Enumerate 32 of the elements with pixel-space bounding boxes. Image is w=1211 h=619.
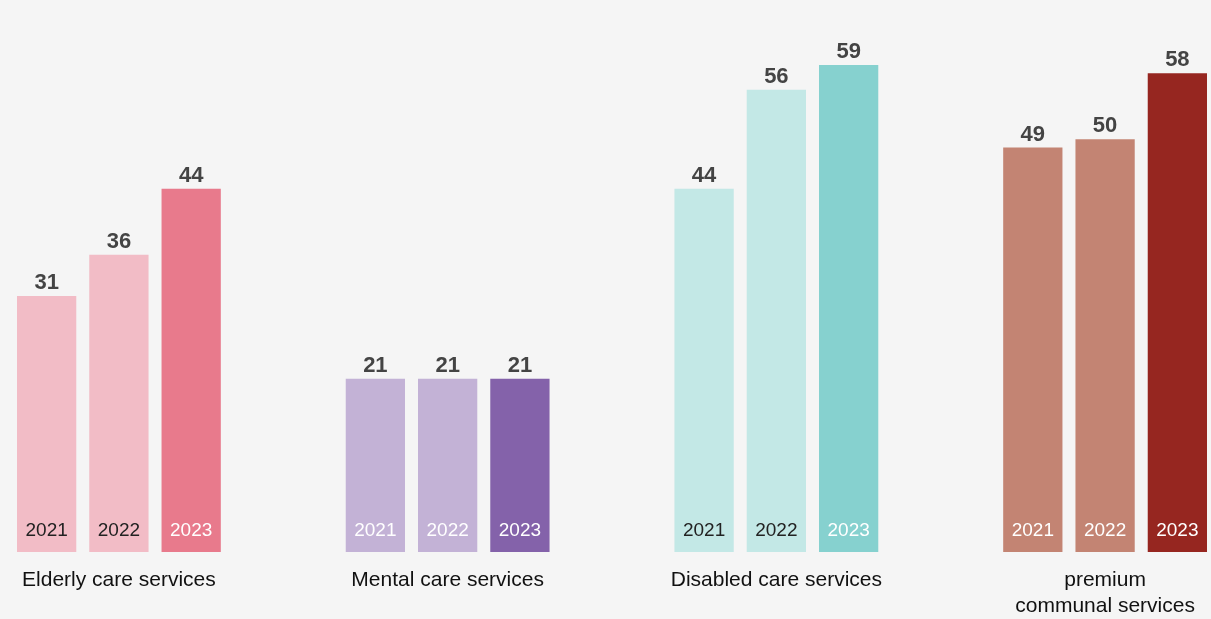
- text: 2022: [426, 519, 469, 540]
- data-label: 44: [691, 161, 718, 187]
- data-label: 21: [363, 351, 388, 377]
- x-tick-label: premium communal services: [1015, 566, 1195, 616]
- text: 2022: [755, 519, 798, 540]
- bar: [1147, 73, 1207, 552]
- data-label: 31: [34, 269, 59, 295]
- data-label: 21: [507, 351, 533, 377]
- data-label: 56: [764, 62, 789, 88]
- data-label: 49: [1020, 120, 1046, 146]
- series-label: 2021: [1011, 519, 1054, 540]
- text: 2023: [827, 519, 870, 540]
- data-label: 59: [836, 38, 861, 63]
- data-label: 44: [178, 161, 205, 187]
- bar: [490, 378, 550, 552]
- text: 2022: [1083, 519, 1127, 540]
- text: 2023: [498, 519, 542, 540]
- x-tick-label: Mental care services: [351, 566, 544, 590]
- bar: [819, 65, 879, 552]
- text: 2021: [25, 519, 68, 540]
- series-label: 2023: [170, 519, 213, 540]
- text: 2021: [354, 519, 397, 540]
- x-tick-label: Disabled care services: [670, 566, 882, 590]
- bar: [161, 188, 221, 552]
- text: 2021: [682, 519, 726, 540]
- series-label: 2022: [97, 519, 141, 540]
- text: 2023: [1156, 519, 1199, 540]
- x-tick-label: Elderly care services: [22, 566, 216, 590]
- data-label: 58: [1165, 46, 1190, 72]
- data-label: 50: [1092, 112, 1118, 138]
- data-label: 21: [435, 351, 460, 377]
- data-label: 36: [106, 227, 132, 253]
